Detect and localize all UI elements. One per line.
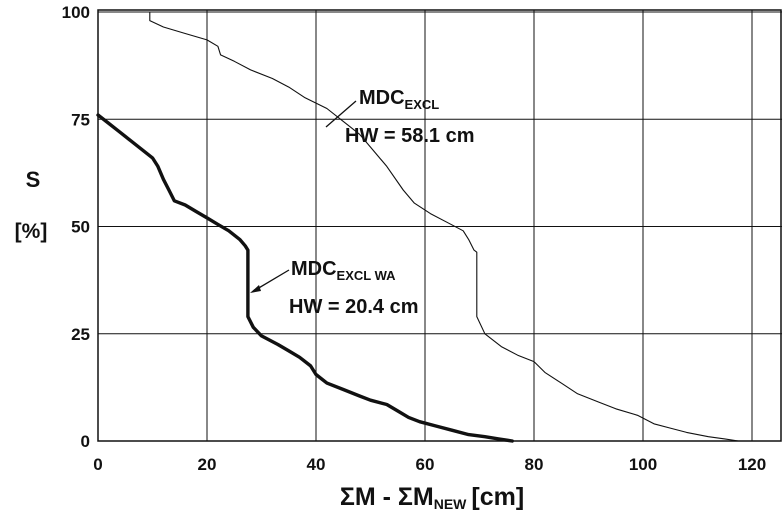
x-tick-label: 20: [198, 455, 217, 474]
grid-lines: [97, 9, 782, 442]
series-line-mdc-excl-wa: [96, 113, 514, 443]
annotation-excl-wa-base: MDC: [291, 258, 337, 280]
annotation-excl-label: MDCEXCL: [359, 87, 439, 112]
x-tick-label: 80: [525, 455, 544, 474]
annotation-excl-sub: EXCL: [405, 97, 440, 112]
x-tick-label: 40: [307, 455, 326, 474]
x-axis-label-unit: [cm]: [471, 483, 524, 511]
x-axis-label-main: ΣM - ΣM: [340, 483, 434, 511]
x-tick-label: 120: [738, 455, 766, 474]
series-line-mdc-excl: [149, 11, 739, 442]
y-axis-label-line2: [%]: [15, 220, 48, 243]
x-tick-label: 60: [416, 455, 435, 474]
y-axis-label-line1: S: [26, 167, 41, 192]
y-tick-label: 0: [81, 432, 90, 451]
annotation-excl-wa-label: MDCEXCL WA: [291, 258, 396, 283]
plot-frame: [97, 9, 782, 442]
y-tick-label: 25: [71, 325, 90, 344]
annotation-excl-wa-arrowhead: [250, 285, 261, 293]
annotation-excl-hw: HW = 58.1 cm: [345, 125, 475, 147]
x-tick-label: 100: [629, 455, 657, 474]
annotation-excl-wa-hw: HW = 20.4 cm: [289, 296, 419, 318]
y-tick-label: 50: [71, 218, 90, 237]
y-tick-label: 100: [62, 3, 90, 22]
y-tick-label: 75: [71, 110, 90, 129]
annotation-excl-leader: [325, 100, 357, 128]
x-axis-label: ΣM - ΣMNEW [cm]: [340, 483, 524, 512]
annotation-excl-wa-sub: EXCL WA: [337, 268, 397, 283]
x-tick-label: 0: [93, 455, 102, 474]
x-axis-label-sub: NEW: [434, 496, 467, 512]
series-layer: [96, 11, 739, 443]
annotation-excl-base: MDC: [359, 87, 405, 109]
tick-labels: 0 20 40 60 80 100 120 0 25 50 75 100: [62, 3, 767, 474]
